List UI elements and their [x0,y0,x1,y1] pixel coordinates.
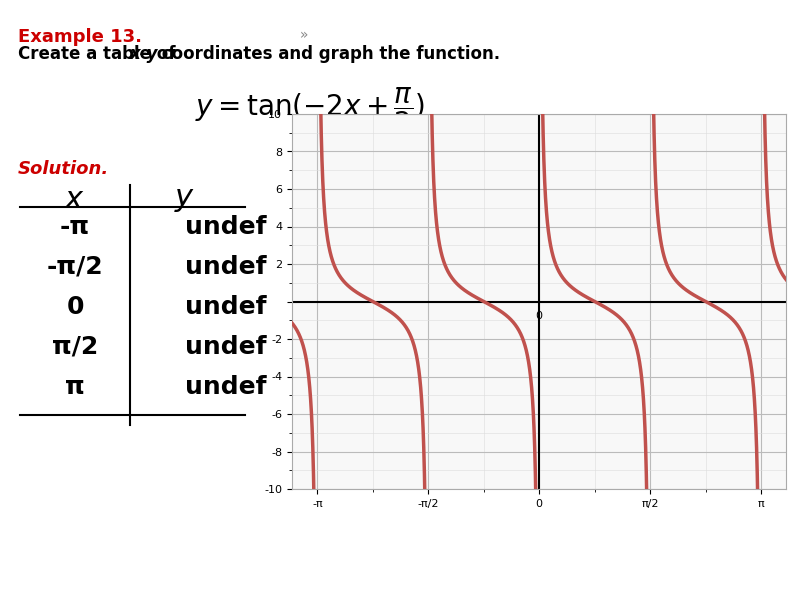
Text: 0: 0 [536,311,542,321]
Text: $y = \tan(-2x + \dfrac{\pi}{2})$: $y = \tan(-2x + \dfrac{\pi}{2})$ [195,85,425,134]
Text: -π: -π [60,215,90,239]
Text: Example 13.: Example 13. [18,28,142,46]
Text: undef: undef [185,255,266,279]
Text: π/2: π/2 [52,335,98,359]
Text: Solution.: Solution. [18,160,110,178]
Text: π: π [65,375,85,399]
Text: 0: 0 [66,295,84,319]
Text: Create a table of: Create a table of [18,45,182,63]
Text: $y$: $y$ [174,185,195,214]
Text: undef: undef [185,375,266,399]
Text: -π/2: -π/2 [46,255,103,279]
Text: powered by
desmos: powered by desmos [718,405,775,428]
Text: $x$: $x$ [65,185,86,214]
Text: undef: undef [185,335,266,359]
Text: »: » [300,28,309,42]
Text: undef: undef [185,295,266,319]
Text: coordinates and graph the function.: coordinates and graph the function. [156,45,500,63]
Text: undef: undef [185,215,266,239]
Text: x-y: x-y [130,45,158,63]
